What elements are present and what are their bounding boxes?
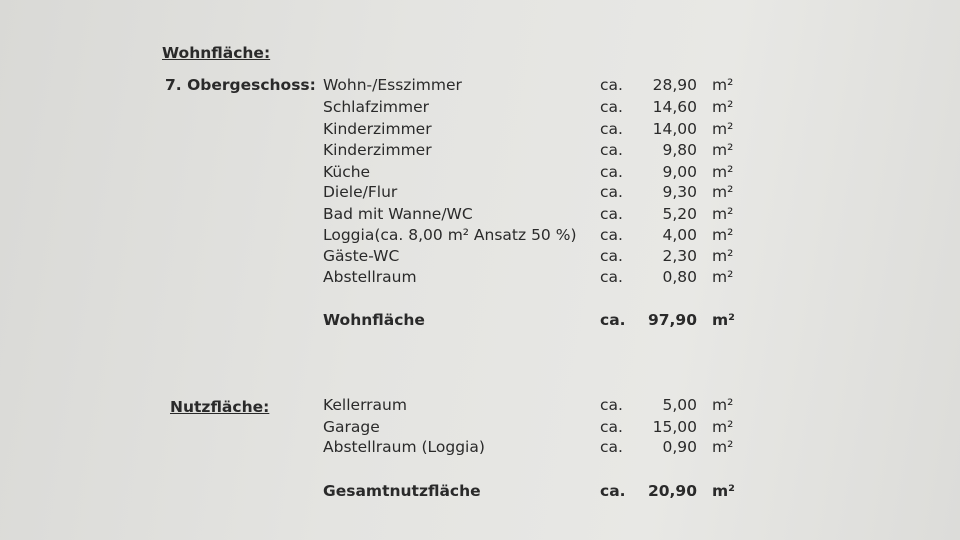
section-heading: Nutzfläche: <box>170 398 270 416</box>
unit: m² <box>712 141 734 159</box>
approx: ca. <box>600 226 623 244</box>
approx: ca. <box>600 311 626 329</box>
unit: m² <box>712 311 735 329</box>
approx: ca. <box>600 418 623 436</box>
floor-label: 7. Obergeschoss: <box>165 76 316 94</box>
unit: m² <box>712 268 734 286</box>
unit: m² <box>712 183 734 201</box>
area-value: 14,60 <box>652 98 697 116</box>
approx: ca. <box>600 482 626 500</box>
unit: m² <box>712 482 735 500</box>
item-name: Bad mit Wanne/WC <box>323 205 473 223</box>
area-value: 97,90 <box>647 311 697 329</box>
approx: ca. <box>600 163 623 181</box>
approx: ca. <box>600 396 623 414</box>
area-value: 9,30 <box>662 183 697 201</box>
area-value: 4,00 <box>662 226 697 244</box>
area-value: 9,80 <box>662 141 697 159</box>
unit: m² <box>712 247 734 265</box>
area-value: 5,20 <box>662 205 697 223</box>
unit: m² <box>712 163 734 181</box>
item-name: Schlafzimmer <box>323 98 429 116</box>
unit: m² <box>712 205 734 223</box>
item-name: Abstellraum (Loggia) <box>323 438 485 456</box>
item-name: Kellerraum <box>323 396 407 414</box>
item-name: Wohnfläche <box>323 311 425 329</box>
item-name: Küche <box>323 163 371 181</box>
area-value: 14,00 <box>652 120 697 138</box>
area-value: 5,00 <box>662 396 697 414</box>
unit: m² <box>712 76 734 94</box>
unit: m² <box>712 438 734 456</box>
item-name: Kinderzimmer <box>323 120 432 138</box>
unit: m² <box>712 226 734 244</box>
item-name: Loggia(ca. 8,00 m² Ansatz 50 %) <box>323 226 577 244</box>
unit: m² <box>712 418 734 436</box>
item-name: Abstellraum <box>323 268 417 286</box>
item-name: Gesamtnutzfläche <box>323 482 481 500</box>
area-value: 0,90 <box>662 438 697 456</box>
approx: ca. <box>600 76 623 94</box>
area-value: 15,00 <box>652 418 697 436</box>
item-name: Garage <box>323 418 380 436</box>
item-name: Wohn-/Esszimmer <box>323 76 462 94</box>
area-value: 9,00 <box>662 163 697 181</box>
approx: ca. <box>600 183 623 201</box>
item-name: Gäste-WC <box>323 247 400 265</box>
section-heading: Wohnfläche: <box>162 44 271 62</box>
area-value: 0,80 <box>662 268 697 286</box>
approx: ca. <box>600 438 623 456</box>
unit: m² <box>712 120 734 138</box>
unit: m² <box>712 396 734 414</box>
approx: ca. <box>600 247 623 265</box>
unit: m² <box>712 98 734 116</box>
approx: ca. <box>600 120 623 138</box>
item-name: Kinderzimmer <box>323 141 432 159</box>
approx: ca. <box>600 141 623 159</box>
area-value: 2,30 <box>662 247 697 265</box>
item-name: Diele/Flur <box>323 183 398 201</box>
approx: ca. <box>600 268 623 286</box>
area-value: 28,90 <box>652 76 697 94</box>
approx: ca. <box>600 98 623 116</box>
approx: ca. <box>600 205 623 223</box>
area-value: 20,90 <box>647 482 697 500</box>
